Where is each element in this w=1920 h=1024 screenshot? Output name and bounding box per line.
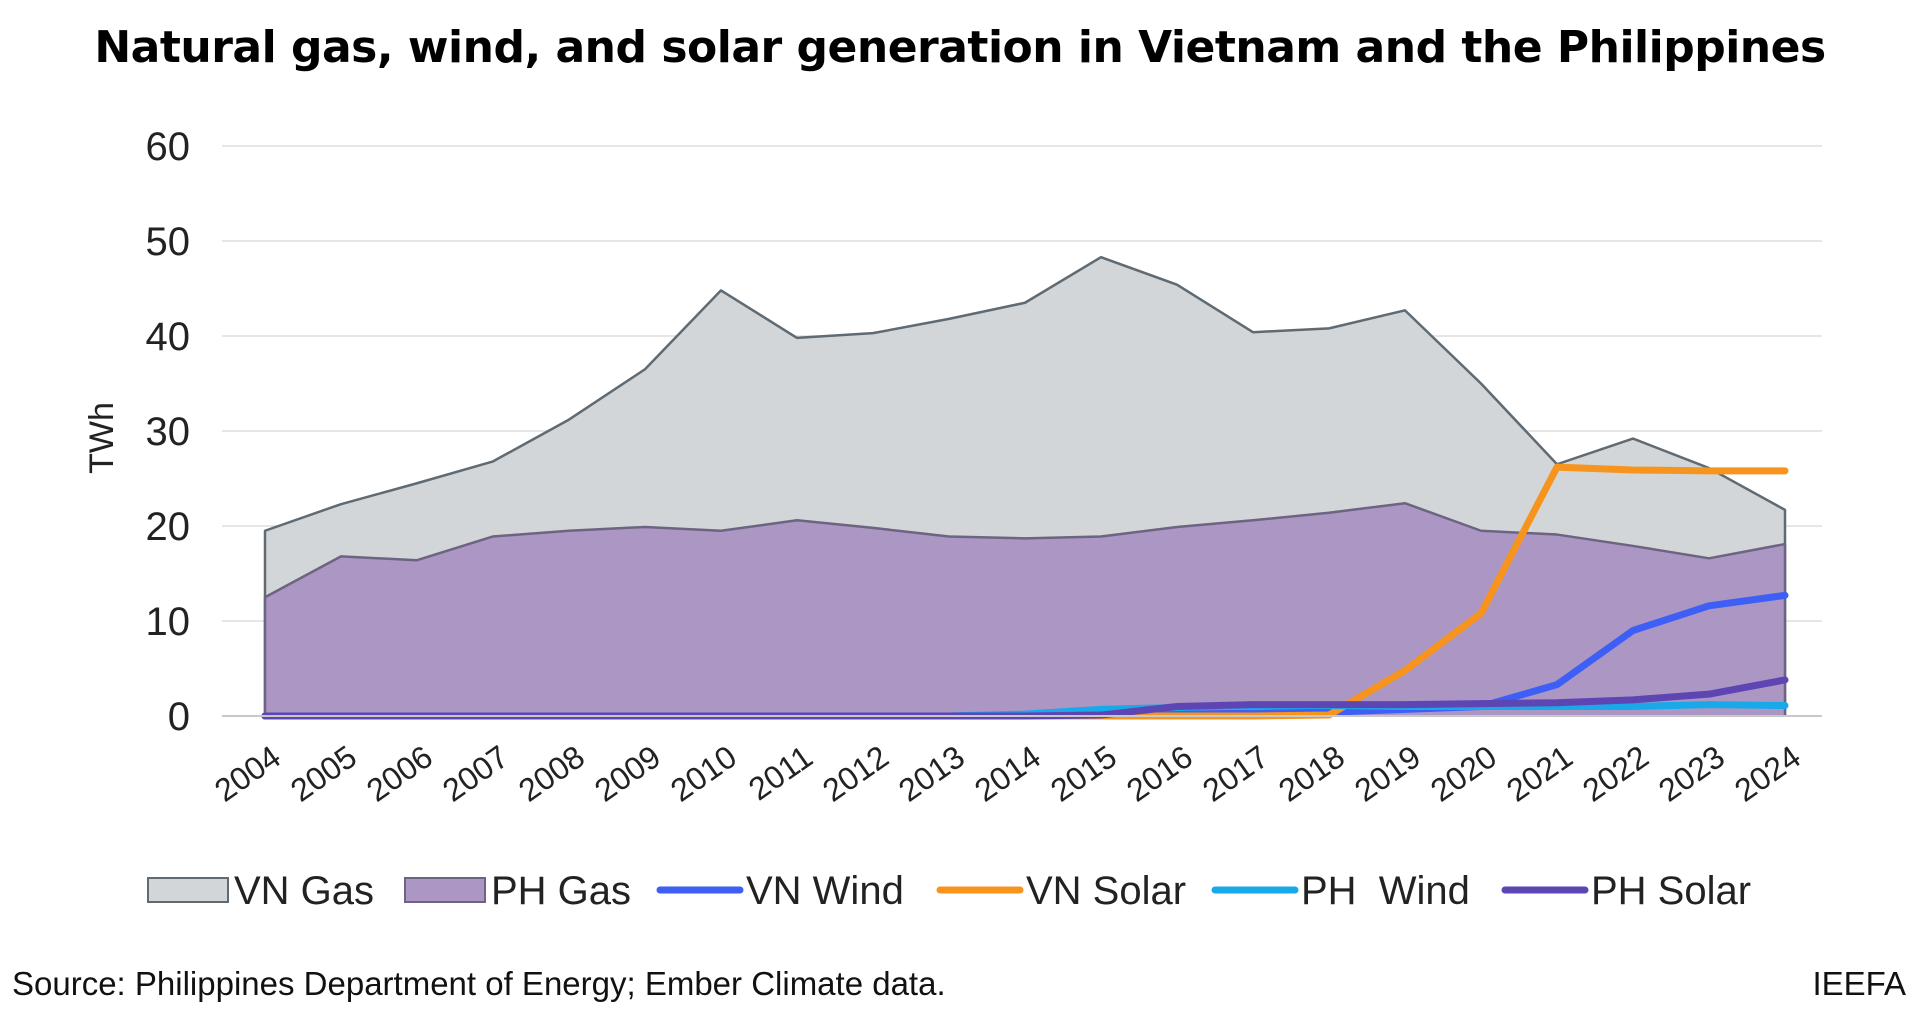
- x-tick-label: 2023: [1652, 738, 1731, 808]
- x-tick-label: 2011: [742, 738, 819, 807]
- area-outline: [263, 255, 1787, 716]
- y-axis-title: TWh: [83, 402, 121, 474]
- x-tick-label: 2014: [968, 738, 1047, 808]
- y-axis-ticks: 0 10 20 30 40 50 60: [146, 125, 191, 739]
- legend-swatch: [147, 877, 229, 903]
- x-tick-label: 2004: [208, 738, 287, 808]
- legend-label: VN Wind: [746, 869, 904, 913]
- y-tick-label: 60: [146, 125, 191, 169]
- legend-label: VN Gas: [234, 869, 374, 913]
- x-tick-label: 2005: [284, 738, 363, 808]
- x-tick-label: 2010: [664, 738, 743, 808]
- x-tick-label: 2020: [1424, 738, 1503, 808]
- legend-label: PH Solar: [1591, 869, 1751, 913]
- x-tick-label: 2007: [436, 738, 515, 808]
- y-tick-label: 50: [146, 220, 191, 264]
- x-tick-label: 2013: [892, 738, 971, 808]
- x-tick-label: 2008: [512, 738, 591, 808]
- x-tick-label: 2006: [360, 738, 439, 808]
- brand-label: IEEFA: [1812, 965, 1906, 1002]
- y-tick-label: 40: [146, 315, 191, 359]
- chart-title: Natural gas, wind, and solar generation …: [94, 22, 1826, 73]
- legend-label: PH Gas: [491, 869, 631, 913]
- y-tick-label: 30: [146, 410, 191, 454]
- x-tick-label: 2012: [816, 738, 895, 808]
- legend-swatch: [404, 877, 486, 903]
- y-tick-label: 0: [168, 695, 190, 739]
- legend-label: VN Solar: [1026, 869, 1186, 913]
- legend-label: PH Wind: [1301, 869, 1470, 913]
- x-tick-label: 2024: [1728, 738, 1807, 808]
- y-tick-label: 10: [146, 600, 191, 644]
- area-fill: [265, 503, 1785, 716]
- source-note: Source: Philippines Department of Energy…: [12, 965, 946, 1002]
- x-tick-label: 2021: [1500, 738, 1579, 808]
- x-tick-label: 2015: [1044, 738, 1123, 808]
- x-tick-label: 2022: [1576, 738, 1655, 808]
- x-tick-label: 2019: [1348, 738, 1427, 808]
- x-axis-ticks: 2004200520062007200820092010201120122013…: [208, 738, 1807, 808]
- x-tick-label: 2009: [588, 738, 667, 808]
- x-tick-label: 2016: [1120, 738, 1199, 808]
- area-series: [263, 255, 1787, 716]
- area-outline: [263, 501, 1787, 716]
- x-tick-label: 2018: [1272, 738, 1351, 808]
- x-tick-label: 2017: [1196, 738, 1275, 808]
- y-tick-label: 20: [146, 505, 191, 549]
- legend: VN Gas PH Gas VN Wind VN Solar PH Wind PH Sol…: [147, 869, 1751, 913]
